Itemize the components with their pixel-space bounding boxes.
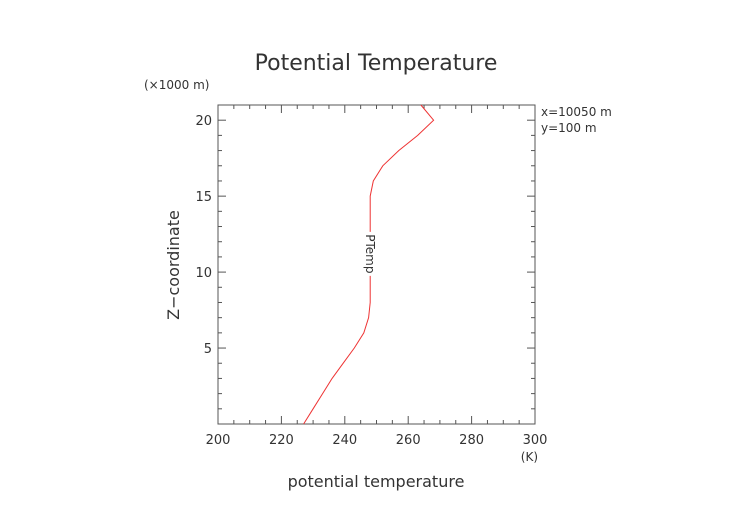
x-axis-label: potential temperature (288, 472, 465, 491)
y-tick-label: 5 (204, 342, 212, 357)
line-label-ptemp: PTemp (363, 234, 377, 273)
line-label-background (363, 231, 378, 276)
annotation-x: x=10050 m (541, 105, 612, 119)
x-tick-label: 300 (523, 433, 548, 448)
y-unit-label: (×1000 m) (144, 78, 209, 92)
annotation-y: y=100 m (541, 121, 597, 135)
x-tick-label: 240 (332, 433, 357, 448)
x-tick-label: 260 (396, 433, 421, 448)
x-tick-label: 200 (206, 433, 231, 448)
x-tick-label: 280 (459, 433, 484, 448)
x-tick-label: 220 (269, 433, 294, 448)
x-unit-label: (K) (521, 450, 538, 464)
y-axis-label: Z−coordinate (164, 210, 183, 320)
y-tick-label: 15 (195, 190, 212, 205)
chart-title: Potential Temperature (255, 51, 498, 76)
y-tick-label: 20 (195, 114, 212, 129)
y-tick-label: 10 (195, 266, 212, 281)
